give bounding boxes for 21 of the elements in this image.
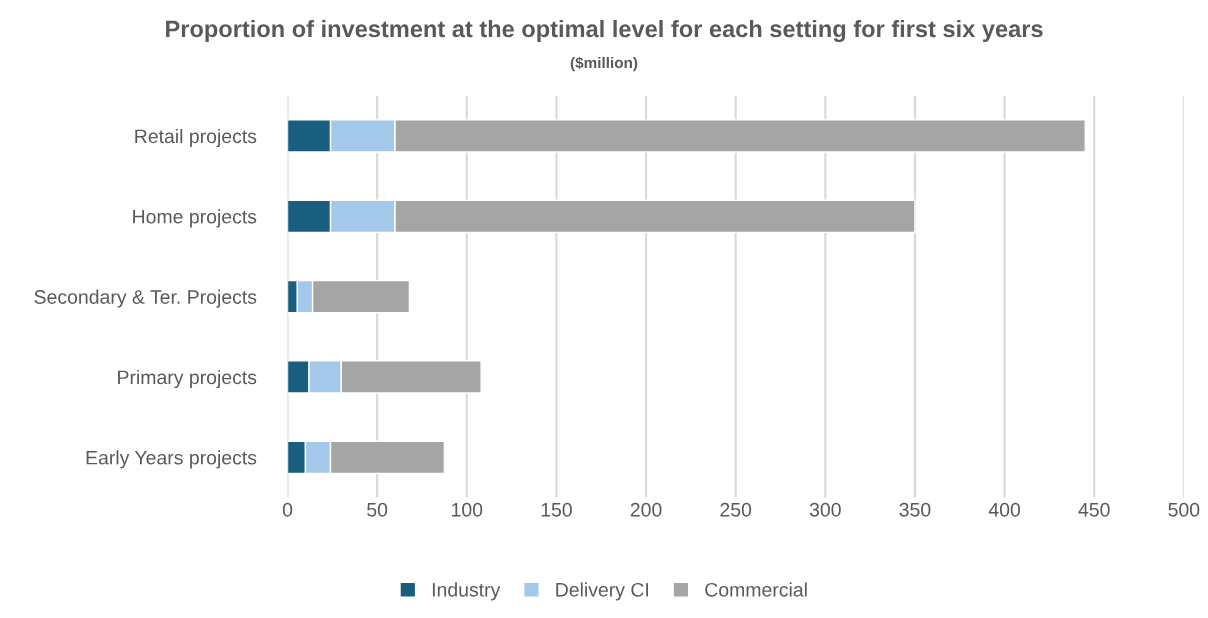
y-tick-label: Retail projects [135,128,257,148]
x-tick-label: 50 [367,502,388,517]
legend-label: Industry [432,582,501,601]
x-tick-label: 500 [1168,502,1200,517]
y-tick-label: Home projects [133,209,257,228]
y-tick-label: Primary projects [118,369,257,389]
y-tick-label: Early Years projects [86,450,257,469]
x-tick-label: 0 [282,502,293,517]
legend-label: Delivery CI [556,582,649,601]
legend-label: Commercial [705,582,807,597]
x-tick-label: 300 [809,502,841,517]
x-tick-label: 400 [988,502,1021,517]
x-tick-label: 350 [899,502,931,517]
x-tick-label: 450 [1078,502,1110,517]
chart-subtitle: ($million) [570,56,638,72]
x-tick-label: 100 [452,502,483,517]
y-tick-label: Secondary & Ter. Projects [34,289,257,308]
chart-title: Proportion of investment at the optimal level for each setting for first six years [166,19,1043,43]
x-tick-label: 200 [630,502,662,517]
x-tick-label: 250 [720,502,752,517]
x-tick-label: 150 [541,502,572,517]
